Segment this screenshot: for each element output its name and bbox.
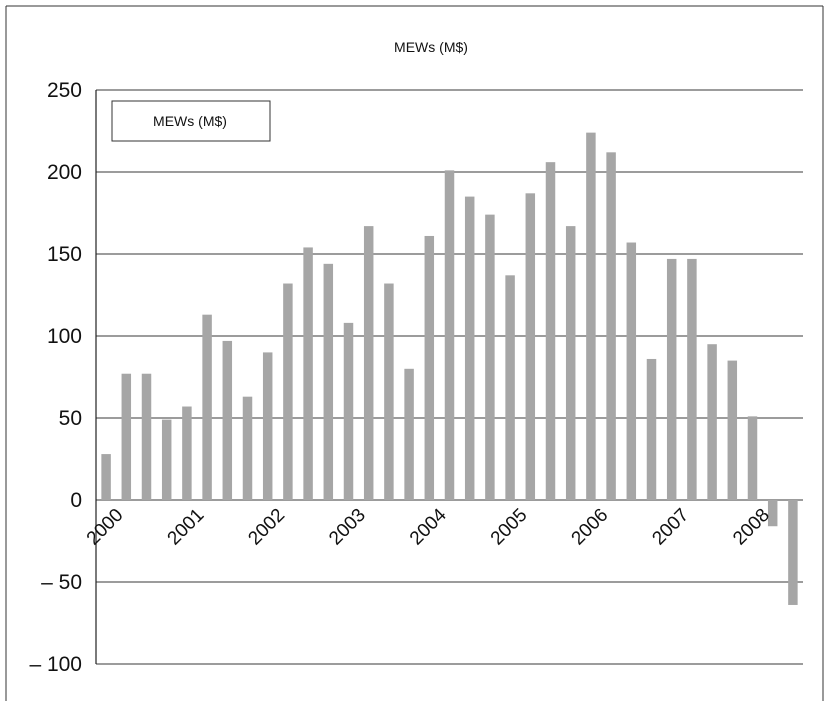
bar bbox=[182, 406, 192, 500]
bar bbox=[222, 340, 233, 500]
y-tick-label: – 50 bbox=[41, 571, 82, 594]
y-tick-label: 150 bbox=[47, 243, 82, 266]
bar bbox=[525, 193, 536, 500]
y-tick-label: 200 bbox=[47, 161, 82, 184]
bar bbox=[485, 214, 495, 500]
bar bbox=[646, 358, 657, 500]
bar bbox=[666, 258, 677, 500]
chart-title: MEWs (M$) bbox=[394, 39, 468, 55]
bar bbox=[545, 162, 556, 500]
bar bbox=[303, 247, 313, 500]
bar bbox=[788, 500, 798, 605]
bar bbox=[384, 283, 394, 500]
bar bbox=[141, 373, 152, 500]
x-tick-label: 2006 bbox=[568, 505, 613, 550]
bar bbox=[444, 170, 455, 501]
bar bbox=[687, 258, 697, 500]
y-tick-label: 0 bbox=[70, 489, 82, 512]
bar bbox=[464, 196, 475, 500]
bar bbox=[586, 132, 596, 500]
bar bbox=[424, 235, 435, 500]
bar bbox=[727, 360, 738, 500]
y-tick-label: 250 bbox=[47, 79, 82, 102]
bar bbox=[404, 368, 414, 500]
bar bbox=[202, 314, 212, 500]
x-tick-label: 2005 bbox=[487, 505, 532, 550]
x-tick-label: 2002 bbox=[244, 505, 289, 550]
x-tick-label: 2000 bbox=[83, 505, 128, 550]
bar bbox=[323, 263, 334, 500]
bar bbox=[707, 344, 717, 500]
x-tick-label: 2001 bbox=[164, 505, 209, 550]
legend: MEWs (M$) bbox=[111, 100, 271, 142]
legend-box bbox=[111, 100, 271, 142]
bar bbox=[626, 242, 637, 500]
x-tick-label: 2007 bbox=[648, 505, 693, 550]
bar bbox=[343, 322, 354, 500]
bar bbox=[363, 226, 374, 500]
bar bbox=[606, 152, 616, 500]
x-tick-label: 2003 bbox=[325, 505, 370, 550]
y-tick-label: – 100 bbox=[29, 653, 82, 676]
bar bbox=[121, 373, 132, 500]
y-tick-labels: 250 200 150 100 50 0 – 50 – 100 bbox=[29, 79, 82, 676]
bar bbox=[505, 275, 515, 500]
bar bbox=[283, 283, 293, 500]
bar bbox=[767, 500, 778, 527]
y-tick-label: 100 bbox=[47, 325, 82, 348]
bar bbox=[565, 226, 576, 500]
y-tick-label: 50 bbox=[59, 407, 82, 430]
legend-entry-label: MEWs (M$) bbox=[153, 113, 227, 129]
bar bbox=[242, 396, 253, 500]
bars bbox=[101, 132, 798, 605]
x-tick-label: 2008 bbox=[729, 505, 774, 550]
bar bbox=[747, 416, 758, 500]
x-tick-label: 2004 bbox=[406, 504, 451, 549]
bar bbox=[262, 352, 273, 500]
x-tick-labels: 2000 2001 2002 2003 2004 2005 2006 2007 2008 bbox=[83, 504, 774, 549]
bar bbox=[101, 454, 111, 500]
bar bbox=[161, 419, 172, 500]
